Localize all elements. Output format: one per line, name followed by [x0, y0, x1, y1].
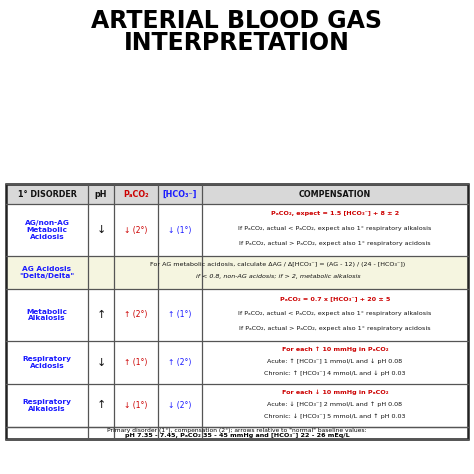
- Text: If PₐCO₂, actual < PₐCO₂, expect also 1° respiratory alkalosis: If PₐCO₂, actual < PₐCO₂, expect also 1°…: [238, 311, 432, 316]
- Text: Acute: ↑ [HCO₃⁻] 1 mmol/L and ↓ pH 0.08: Acute: ↑ [HCO₃⁻] 1 mmol/L and ↓ pH 0.08: [267, 358, 402, 364]
- Text: For each ↑ 10 mmHg in PₐCO₂: For each ↑ 10 mmHg in PₐCO₂: [282, 346, 388, 352]
- Text: If PₐCO₂, actual > PₐCO₂, expect also 1° respiratory acidosis: If PₐCO₂, actual > PₐCO₂, expect also 1°…: [239, 326, 431, 331]
- Text: PₐCO₂, expect = 1.5 [HCO₃⁻] + 8 ± 2: PₐCO₂, expect = 1.5 [HCO₃⁻] + 8 ± 2: [271, 211, 399, 216]
- Text: For AG metabolic acidosis, calculate ΔAG / Δ[HCO₃⁻] = (AG - 12) / (24 - [HCO₃⁻]): For AG metabolic acidosis, calculate ΔAG…: [150, 262, 406, 267]
- Text: ↑ (1°): ↑ (1°): [124, 358, 148, 367]
- Text: Acute: ↓ [HCO₃⁻] 2 mmol/L and ↑ pH 0.08: Acute: ↓ [HCO₃⁻] 2 mmol/L and ↑ pH 0.08: [267, 401, 402, 407]
- Bar: [6, 289, 468, 341]
- Text: ARTERIAL BLOOD GAS: ARTERIAL BLOOD GAS: [91, 9, 383, 33]
- Text: PₐCO₂: PₐCO₂: [123, 190, 149, 199]
- Text: ↓ (2°): ↓ (2°): [124, 226, 148, 235]
- Text: ↑: ↑: [96, 310, 106, 320]
- Bar: [6, 204, 468, 256]
- Text: AG Acidosis
"Delta/Delta": AG Acidosis "Delta/Delta": [19, 266, 74, 279]
- Text: ↓ (1°): ↓ (1°): [168, 226, 191, 235]
- Text: AG/non-AG
Metabolic
Acidosis: AG/non-AG Metabolic Acidosis: [25, 220, 69, 240]
- Text: ↑ (2°): ↑ (2°): [168, 358, 191, 367]
- Text: PₐCO₂ = 0.7 x [HCO₃⁻] + 20 ± 5: PₐCO₂ = 0.7 x [HCO₃⁻] + 20 ± 5: [280, 296, 390, 301]
- Text: ↓ (1°): ↓ (1°): [124, 401, 148, 410]
- Text: INTERPRETATION: INTERPRETATION: [124, 31, 350, 55]
- Text: COMPENSATION: COMPENSATION: [299, 190, 371, 199]
- Text: Metabolic
Alkalosis: Metabolic Alkalosis: [27, 309, 67, 321]
- Text: For each ↓ 10 mmHg in PₐCO₂: For each ↓ 10 mmHg in PₐCO₂: [282, 389, 388, 395]
- Text: Respiratory
Acidosis: Respiratory Acidosis: [23, 356, 72, 369]
- Text: [HCO₃⁻]: [HCO₃⁻]: [163, 190, 197, 199]
- Text: pH: pH: [95, 190, 107, 199]
- Text: if < 0.8, non-AG acidosis; if > 2, metabolic alkalosis: if < 0.8, non-AG acidosis; if > 2, metab…: [196, 273, 360, 279]
- Bar: [6, 427, 468, 439]
- Bar: [6, 184, 468, 439]
- Text: pH 7.35 - 7.45, PₐCO₂ 35 - 45 mmHg and [HCO₃⁻] 22 - 26 mEq/L: pH 7.35 - 7.45, PₐCO₂ 35 - 45 mmHg and […: [125, 433, 349, 438]
- Text: ↑: ↑: [96, 401, 106, 410]
- Text: If PₐCO₂, actual < PₐCO₂, expect also 1° respiratory alkalosis: If PₐCO₂, actual < PₐCO₂, expect also 1°…: [238, 226, 432, 231]
- Bar: [6, 341, 468, 384]
- Text: ↑ (1°): ↑ (1°): [168, 310, 191, 319]
- Bar: [6, 384, 468, 427]
- Text: Chronic: ↑ [HCO₃⁻] 4 mmol/L and ↓ pH 0.03: Chronic: ↑ [HCO₃⁻] 4 mmol/L and ↓ pH 0.0…: [264, 371, 406, 376]
- Bar: [6, 256, 468, 289]
- Text: Primary disorder (1°), compensation (2°); arrows relative to "normal" baseline v: Primary disorder (1°), compensation (2°)…: [107, 428, 367, 433]
- Text: If PₐCO₂, actual > PₐCO₂, expect also 1° respiratory acidosis: If PₐCO₂, actual > PₐCO₂, expect also 1°…: [239, 241, 431, 246]
- Text: ↓: ↓: [96, 225, 106, 235]
- Text: ↓: ↓: [96, 357, 106, 367]
- Text: ↓ (2°): ↓ (2°): [168, 401, 191, 410]
- Text: Respiratory
Alkalosis: Respiratory Alkalosis: [23, 399, 72, 412]
- Text: 1° DISORDER: 1° DISORDER: [18, 190, 76, 199]
- Bar: [6, 184, 468, 204]
- Bar: [6, 184, 468, 439]
- Text: Chronic: ↓ [HCO₃⁻] 5 mmol/L and ↑ pH 0.03: Chronic: ↓ [HCO₃⁻] 5 mmol/L and ↑ pH 0.0…: [264, 414, 406, 419]
- Text: ↑ (2°): ↑ (2°): [124, 310, 148, 319]
